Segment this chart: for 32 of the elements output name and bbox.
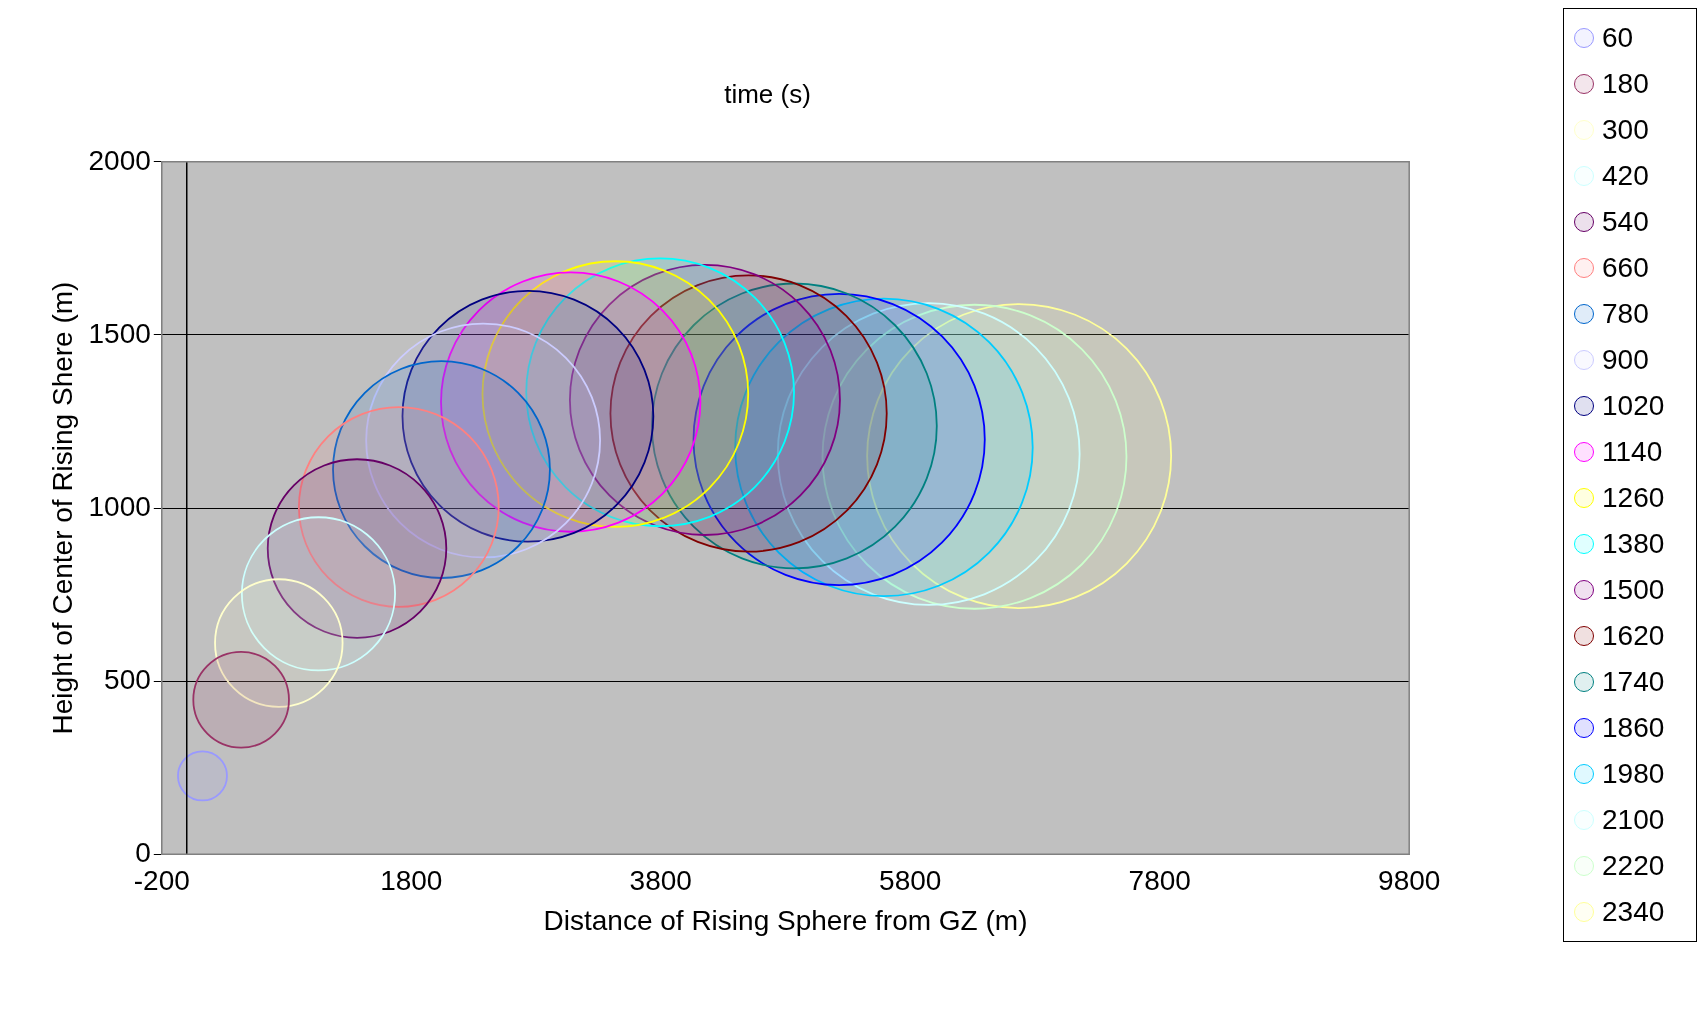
chart-title: time (s) bbox=[724, 79, 811, 110]
legend-label: 2340 bbox=[1602, 896, 1665, 928]
legend-label: 1980 bbox=[1602, 758, 1665, 790]
legend-label: 1140 bbox=[1602, 436, 1663, 468]
y-axis-title: Height of Center of Rising Shere (m) bbox=[47, 281, 79, 735]
legend-label: 2220 bbox=[1602, 850, 1665, 882]
legend-label: 420 bbox=[1602, 160, 1649, 192]
y-tick-label: 1500 bbox=[88, 317, 151, 349]
y-tick-label: 1000 bbox=[88, 490, 151, 522]
legend-label: 180 bbox=[1602, 68, 1649, 100]
legend-label: 540 bbox=[1602, 206, 1649, 238]
x-tick-label: 3800 bbox=[629, 864, 692, 896]
x-tick-label: 7800 bbox=[1128, 864, 1191, 896]
legend-label: 60 bbox=[1602, 22, 1634, 54]
x-tick-label: 9800 bbox=[1378, 864, 1441, 896]
y-tick-label: 500 bbox=[104, 663, 151, 695]
x-axis-title: Distance of Rising Sphere from GZ (m) bbox=[543, 905, 1028, 937]
legend-label: 2100 bbox=[1602, 804, 1665, 836]
x-tick-label: 1800 bbox=[380, 864, 443, 896]
legend-label: 1260 bbox=[1602, 482, 1665, 514]
legend-label: 1860 bbox=[1602, 712, 1665, 744]
legend-label: 1740 bbox=[1602, 666, 1665, 698]
legend-label: 780 bbox=[1602, 298, 1649, 330]
legend-label: 1020 bbox=[1602, 390, 1665, 422]
legend-label: 1500 bbox=[1602, 574, 1665, 606]
legend-label: 1620 bbox=[1602, 620, 1665, 652]
legend-label: 900 bbox=[1602, 344, 1649, 376]
y-tick-label: 2000 bbox=[88, 144, 151, 176]
x-tick-label: 5800 bbox=[879, 864, 942, 896]
legend-label: 300 bbox=[1602, 114, 1649, 146]
legend-label: 1380 bbox=[1602, 528, 1665, 560]
legend-label: 660 bbox=[1602, 252, 1649, 284]
